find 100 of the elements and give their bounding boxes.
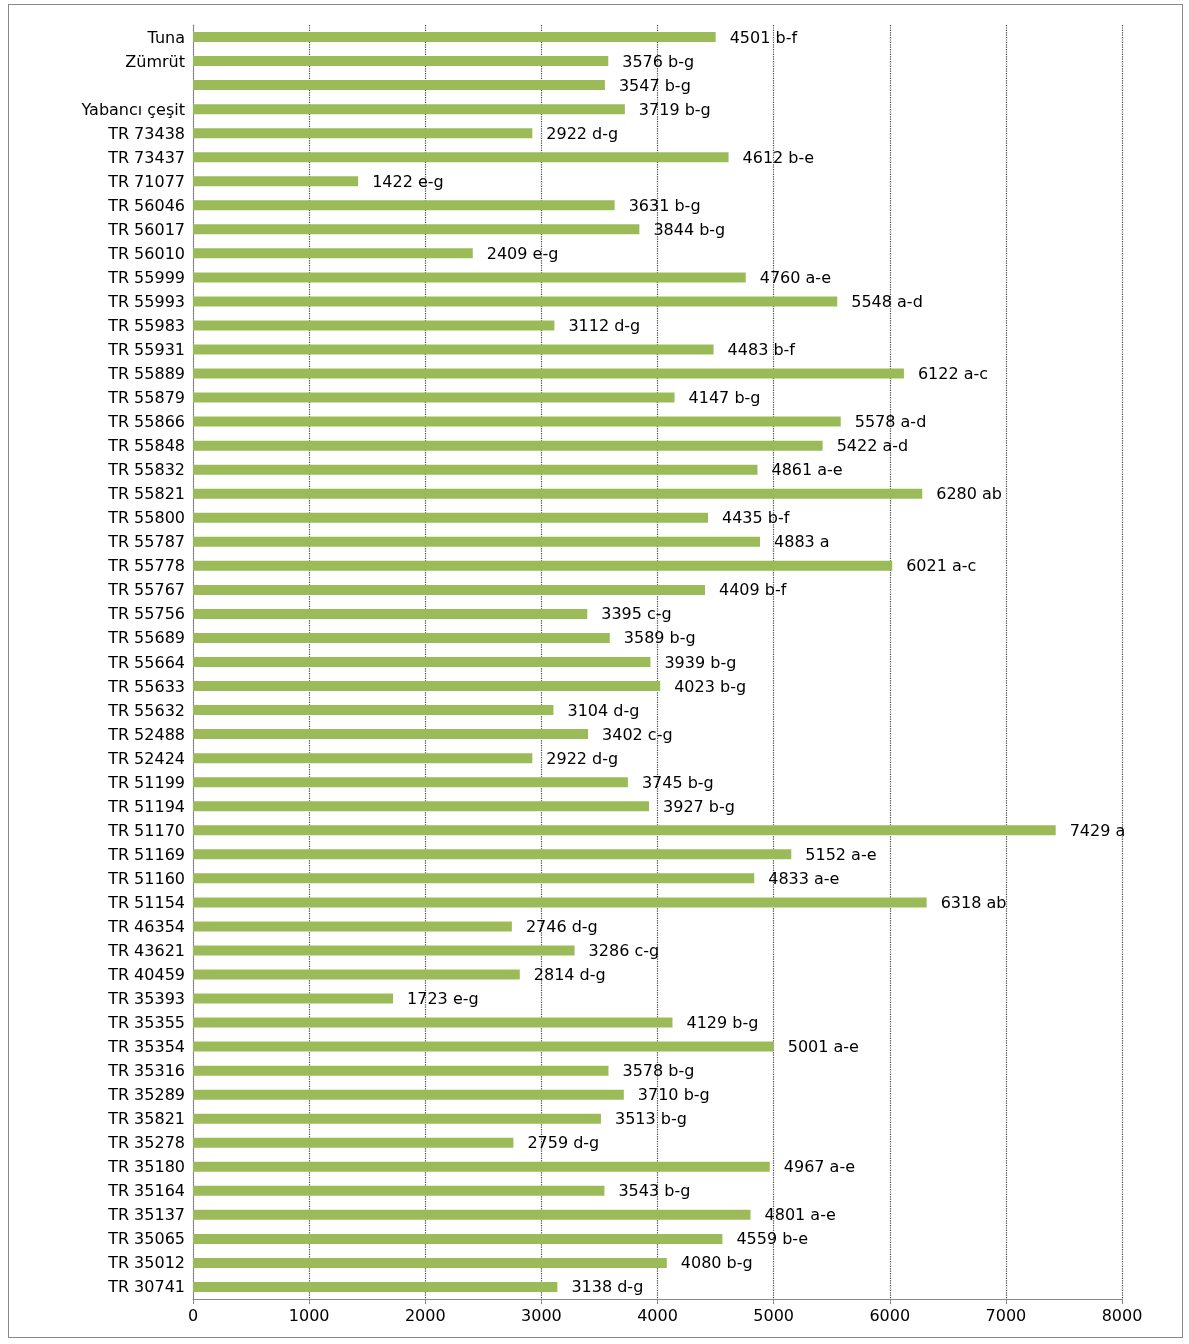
x-tick-label: 6000: [869, 1305, 911, 1325]
bar: [193, 152, 729, 163]
y-tick-label: TR 51199: [107, 772, 185, 792]
y-tick-label: TR 35354: [107, 1037, 185, 1057]
x-tick-label: 4000: [637, 1305, 678, 1325]
data-label: 3844 b-g: [653, 219, 726, 239]
data-label: 1723 e-g: [407, 989, 479, 1009]
data-label: 4501 b-f: [729, 27, 798, 47]
data-label: 4801 a-e: [764, 1205, 836, 1225]
bar: [193, 176, 359, 187]
data-label: 3939 b-g: [664, 652, 737, 672]
bar: [193, 368, 904, 379]
data-label: 3138 d-g: [571, 1277, 644, 1297]
x-tick-label: 7000: [985, 1305, 1027, 1325]
y-tick-label: TR 55931: [107, 340, 185, 360]
bar: [193, 608, 588, 619]
data-label: 6280 ab: [936, 484, 1003, 504]
y-tick-label: Tuna: [146, 27, 185, 47]
y-tick-label: TR 55778: [107, 556, 185, 576]
bar: [193, 80, 605, 91]
bar: [193, 825, 1056, 836]
bar: [193, 1257, 667, 1268]
bar: [193, 993, 394, 1004]
data-label: 3513 b-g: [614, 1109, 687, 1129]
y-tick-label: TR 46354: [107, 916, 185, 936]
y-tick-label: TR 55889: [107, 364, 185, 384]
data-label: 4559 b-e: [736, 1229, 808, 1249]
y-tick-label: TR 35012: [107, 1253, 185, 1273]
y-tick-label: TR 55664: [107, 652, 185, 672]
y-tick-label: TR 55832: [107, 460, 185, 480]
bar: [193, 729, 589, 740]
bar: [193, 200, 615, 211]
y-tick-label: TR 35137: [107, 1205, 185, 1225]
x-tick-label: 2000: [404, 1305, 446, 1325]
x-tick-label: 1000: [288, 1305, 330, 1325]
y-tick-label: TR 51194: [107, 796, 185, 816]
data-label: 2759 d-g: [527, 1133, 600, 1153]
data-label: 3576 b-g: [622, 51, 695, 71]
y-tick-label: TR 35278: [107, 1133, 185, 1153]
y-tick-label: TR 52424: [107, 748, 185, 768]
y-tick-label: TR 35821: [107, 1109, 185, 1129]
bar: [193, 440, 823, 451]
bar: [193, 1161, 770, 1172]
bar: [193, 1233, 723, 1244]
x-tick-label: 0: [187, 1305, 199, 1325]
bar: [193, 104, 625, 115]
y-tick-label: TR 51169: [107, 844, 185, 864]
x-tick-label: 8000: [1101, 1305, 1143, 1325]
bar: [193, 657, 651, 667]
data-label: 4883 a: [774, 532, 830, 552]
x-tick-label: 3000: [521, 1305, 562, 1325]
data-label: 3745 b-g: [641, 772, 714, 792]
data-label: 2922 d-g: [546, 123, 619, 143]
bar: [193, 777, 628, 788]
x-tick-label: 5000: [753, 1305, 794, 1325]
y-tick-label: TR 43621: [107, 940, 185, 960]
y-tick-label: TR 55800: [107, 508, 185, 528]
bar: [193, 272, 746, 283]
y-tick-label: TR 55983: [107, 315, 185, 335]
y-tick-label: Zümrüt: [125, 51, 185, 71]
bar: [193, 536, 761, 547]
bar: [193, 344, 714, 355]
bar: [193, 897, 927, 908]
data-label: 4760 a-e: [759, 267, 831, 287]
y-tick-label: TR 51154: [107, 892, 185, 912]
data-label: 5548 a-d: [851, 291, 923, 311]
data-label: 3927 b-g: [663, 796, 735, 816]
y-tick-label: TR 73437: [107, 147, 185, 167]
data-label: 3547 b-g: [618, 75, 691, 95]
bar: [193, 320, 555, 331]
y-tick-label: TR 55756: [107, 604, 185, 624]
bar: [193, 128, 533, 139]
bar: [193, 873, 755, 884]
bar: [193, 632, 610, 643]
bar: [193, 248, 473, 259]
bar: [193, 1017, 673, 1028]
data-label: 7429 a: [1069, 820, 1126, 840]
y-tick-label: TR 55767: [107, 580, 185, 600]
data-label: 4409 b-f: [719, 580, 787, 600]
bar: [193, 1137, 514, 1148]
data-label: 3112 d-g: [568, 315, 641, 335]
bar: [193, 945, 575, 956]
y-tick-label: Yabancı çeşit: [80, 99, 185, 119]
data-label: 5578 a-d: [854, 412, 927, 432]
bar: [193, 416, 841, 427]
bar: [193, 1281, 558, 1292]
bar: [193, 1089, 624, 1100]
bar: [193, 512, 709, 523]
y-tick-label: TR 35164: [107, 1181, 185, 1201]
y-tick-label: TR 40459: [107, 964, 185, 984]
data-label: 4483 b-f: [727, 340, 796, 360]
bar: [193, 56, 609, 67]
data-label: 2922 d-g: [546, 748, 619, 768]
bar: [193, 560, 893, 571]
bar: [193, 488, 923, 499]
y-tick-label: TR 55787: [107, 532, 185, 552]
y-tick-label: TR 56046: [107, 195, 185, 215]
data-label: 4147 b-g: [688, 388, 761, 408]
bar: [193, 1185, 605, 1196]
data-label: 2746 d-g: [525, 916, 598, 936]
